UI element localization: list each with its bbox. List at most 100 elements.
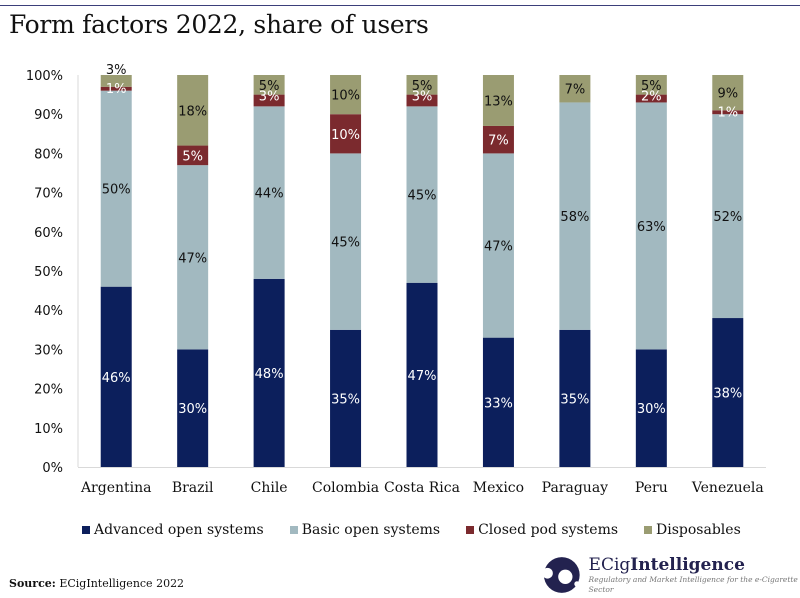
legend-label: Disposables bbox=[656, 522, 741, 538]
bar-segment-disposables bbox=[406, 75, 438, 95]
legend-label: Advanced open systems bbox=[94, 522, 264, 538]
y-tick-label: 20% bbox=[34, 383, 63, 398]
bar-group-mexico: 33% 47% 7% 13% bbox=[482, 75, 514, 467]
x-tick-label: Brazil bbox=[172, 480, 214, 496]
bar-segment-basic-open-systems bbox=[559, 102, 591, 330]
legend-item: Disposables bbox=[644, 522, 741, 538]
bar-segment-advanced-open-systems bbox=[712, 318, 744, 467]
data-label: 5% bbox=[182, 149, 203, 164]
data-label: 3% bbox=[106, 63, 127, 78]
bar-segment-advanced-open-systems bbox=[406, 282, 438, 467]
bar-segment-closed-pod-systems bbox=[253, 94, 285, 107]
data-label: 47% bbox=[484, 240, 513, 255]
source-text: ECigIntelligence 2022 bbox=[59, 577, 185, 590]
data-label: 58% bbox=[560, 210, 589, 225]
x-tick-label: Costa Rica bbox=[384, 480, 460, 496]
bar-group-colombia: 35% 45% 10% 10% bbox=[330, 75, 362, 467]
source-note: Source: ECigIntelligence 2022 bbox=[9, 577, 184, 590]
data-label: 45% bbox=[331, 236, 360, 251]
y-tick-label: 80% bbox=[34, 147, 63, 162]
bar-segment-advanced-open-systems bbox=[635, 349, 667, 467]
data-label: 48% bbox=[255, 367, 284, 382]
bar-segment-basic-open-systems bbox=[406, 106, 438, 283]
legend-label: Basic open systems bbox=[301, 522, 441, 538]
data-label: 30% bbox=[178, 402, 207, 417]
bars: 46%50%1%3%30%47%5%18%48%44%3%5%35%45%10%… bbox=[100, 63, 744, 467]
bar-segment-advanced-open-systems bbox=[253, 278, 285, 467]
bar-segment-basic-open-systems bbox=[635, 102, 667, 350]
bar-segment-closed-pod-systems bbox=[177, 145, 209, 166]
y-tick-label: 100% bbox=[26, 69, 63, 84]
data-label: 47% bbox=[178, 251, 207, 266]
y-tick-label: 90% bbox=[34, 108, 63, 123]
legend: Advanced open systems Basic open systems C… bbox=[80, 522, 780, 538]
legend-item: Closed pod systems bbox=[466, 522, 618, 538]
data-label: 47% bbox=[408, 369, 437, 384]
bar-segment-basic-open-systems bbox=[253, 106, 285, 279]
logo-tagline: Regulatory and Market Intelligence for t… bbox=[588, 575, 798, 594]
bar-segment-advanced-open-systems bbox=[482, 337, 514, 467]
bar-segment-basic-open-systems bbox=[100, 90, 132, 287]
legend-swatch-icon bbox=[466, 526, 475, 534]
x-axis: Argentina Brazil Chile Colombia Costa Rica Me… bbox=[78, 467, 766, 496]
legend-label: Closed pod systems bbox=[478, 522, 619, 538]
x-tick-label: Paraguay bbox=[542, 480, 609, 496]
logo-mark-icon bbox=[543, 557, 580, 593]
x-tick-label: Chile bbox=[251, 480, 288, 496]
bar-segment-basic-open-systems bbox=[330, 153, 362, 330]
bar-group-brazil: 30% 47% 5% 18% bbox=[177, 75, 209, 467]
legend-swatch-icon bbox=[82, 526, 90, 534]
data-label: 33% bbox=[484, 396, 513, 411]
bar-group-costa-rica: 47% 45% 3%5% bbox=[406, 75, 438, 467]
data-label: 46% bbox=[102, 371, 131, 386]
bar-segment-disposables bbox=[100, 75, 132, 87]
logo-name-bold: Intelligence bbox=[630, 555, 745, 575]
bar-group-peru: 30% 63% 2%5% bbox=[635, 75, 667, 467]
legend-item: Basic open systems bbox=[289, 522, 441, 538]
bar-segment-basic-open-systems bbox=[482, 153, 514, 338]
data-label: 44% bbox=[255, 187, 284, 202]
data-label: 7% bbox=[488, 134, 509, 149]
bar-segment-closed-pod-systems bbox=[330, 114, 362, 154]
bar-segment-advanced-open-systems bbox=[177, 349, 209, 467]
data-label: 50% bbox=[102, 183, 131, 198]
x-tick-label: Argentina bbox=[80, 480, 152, 496]
bar-group-chile: 48% 44% 3%5% bbox=[253, 75, 285, 467]
y-tick-label: 10% bbox=[34, 422, 63, 437]
x-tick-label: Peru bbox=[635, 480, 668, 496]
logo-name: ECigIntelligence bbox=[589, 555, 800, 575]
x-tick-label: Mexico bbox=[473, 480, 524, 496]
source-label: Source: bbox=[9, 577, 56, 590]
data-label: 35% bbox=[331, 392, 360, 407]
y-tick-label: 40% bbox=[34, 304, 63, 319]
bar-group-paraguay: 35% 58% 7% bbox=[559, 75, 591, 467]
y-tick-label: 70% bbox=[34, 187, 63, 202]
data-label: 38% bbox=[713, 387, 742, 402]
legend-item: Advanced open systems bbox=[82, 522, 264, 538]
data-label: 5% bbox=[259, 79, 280, 94]
data-label: 10% bbox=[331, 89, 360, 104]
bar-segment-basic-open-systems bbox=[177, 165, 209, 350]
bar-segment-basic-open-systems bbox=[712, 114, 744, 319]
data-label: 1% bbox=[106, 82, 127, 97]
bar-segment-advanced-open-systems bbox=[330, 329, 362, 467]
bar-segment-closed-pod-systems bbox=[100, 86, 132, 91]
data-label: 2% bbox=[641, 90, 662, 105]
data-label: 13% bbox=[484, 94, 513, 109]
legend-swatch-icon bbox=[289, 526, 298, 534]
bar-group-argentina: 46% 50% 1% 3% bbox=[100, 63, 132, 467]
data-label: 5% bbox=[412, 79, 433, 94]
data-label: 52% bbox=[713, 210, 742, 225]
data-label: 5% bbox=[641, 79, 662, 94]
bar-segment-closed-pod-systems bbox=[635, 94, 667, 103]
y-tick-label: 60% bbox=[34, 226, 63, 241]
data-label: 3% bbox=[412, 90, 433, 105]
bar-group-venezuela: 38% 52% 1% 9% bbox=[712, 75, 744, 467]
data-label: 63% bbox=[637, 220, 666, 235]
bar-segment-closed-pod-systems bbox=[482, 125, 514, 154]
data-label: 3% bbox=[259, 90, 280, 105]
data-label: 30% bbox=[637, 402, 666, 417]
bar-segment-disposables bbox=[482, 75, 514, 126]
y-tick-label: 50% bbox=[34, 265, 63, 280]
